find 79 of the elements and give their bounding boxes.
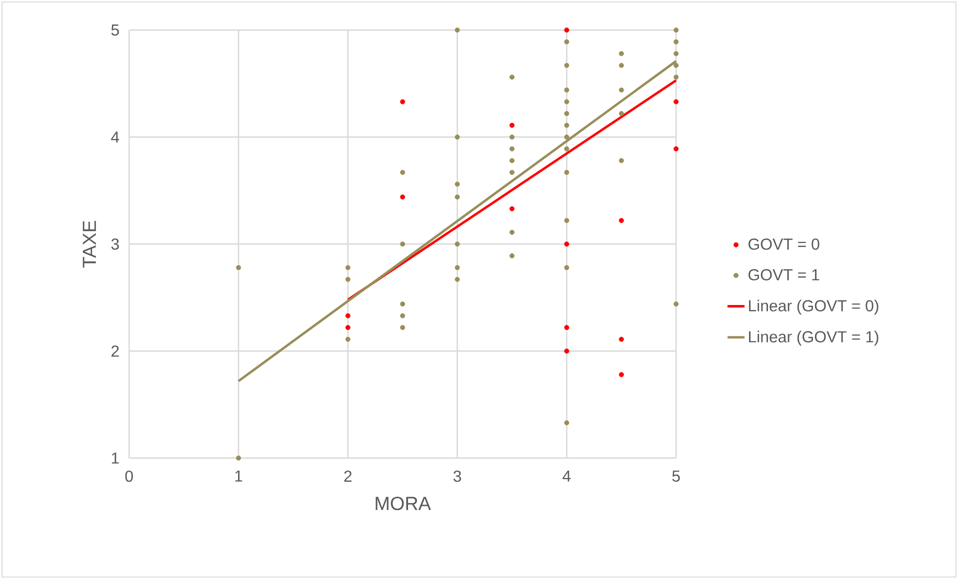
point (674, 39, 679, 44)
x-tick-label: 3 (453, 470, 462, 482)
point (564, 325, 570, 330)
point (454, 28, 460, 33)
point (564, 122, 570, 128)
point (510, 253, 514, 258)
point (618, 51, 624, 56)
legend-label: GOVT = 0 (748, 238, 820, 250)
point (564, 242, 570, 247)
point (618, 336, 624, 342)
point (400, 99, 406, 104)
point (618, 158, 624, 164)
x-tick-label: 2 (344, 470, 352, 482)
point (564, 39, 570, 44)
point (564, 348, 570, 354)
point (236, 265, 241, 270)
point (564, 218, 570, 224)
point (564, 265, 570, 270)
point (510, 206, 514, 212)
point (345, 336, 350, 342)
point (510, 74, 514, 80)
x-tick-label: 4 (562, 470, 571, 482)
point (510, 158, 514, 164)
point (674, 51, 679, 56)
point (618, 218, 624, 224)
point (618, 372, 624, 378)
point (564, 111, 570, 116)
y-tick-label: 5 (111, 24, 119, 36)
point (345, 313, 350, 318)
point (510, 146, 514, 152)
point (236, 456, 241, 461)
x-tick-label: 1 (235, 470, 242, 482)
point (400, 242, 406, 247)
point (400, 301, 406, 306)
point (454, 182, 460, 187)
point (510, 134, 514, 140)
point (564, 170, 570, 175)
legend-label: Linear (GOVT = 0) (749, 300, 878, 315)
point (510, 230, 514, 235)
point (674, 301, 679, 306)
y-tick-label: 4 (111, 132, 120, 143)
point (345, 276, 350, 282)
point (618, 88, 624, 92)
point (674, 28, 679, 33)
y-tick-label: 3 (111, 238, 119, 250)
point (564, 146, 570, 152)
point (564, 28, 570, 33)
point (400, 325, 406, 330)
point (454, 276, 460, 282)
point (400, 313, 406, 318)
point (564, 88, 570, 92)
point (345, 325, 350, 330)
legend-label: Linear (GOVT = 1) (749, 330, 878, 346)
point (510, 122, 514, 128)
point (454, 134, 460, 140)
x-tick-label: 5 (672, 470, 680, 482)
point (674, 99, 679, 104)
y-tick-label: 2 (112, 346, 119, 357)
point (564, 99, 570, 104)
point (454, 194, 460, 200)
point (564, 134, 570, 140)
y-tick-label: 1 (112, 452, 119, 464)
point (454, 242, 460, 247)
x-axis-title: MORA (376, 496, 431, 510)
point (674, 74, 679, 80)
point (510, 170, 514, 175)
point (618, 62, 624, 68)
point (400, 170, 406, 175)
point (564, 62, 570, 68)
x-tick-label: 0 (125, 470, 133, 482)
point (674, 62, 679, 68)
point (674, 146, 679, 152)
point (345, 265, 350, 270)
y-axis-title: TAXE (82, 220, 96, 268)
point (618, 111, 624, 116)
point (400, 194, 406, 200)
point (564, 420, 570, 426)
point (454, 265, 460, 270)
legend-label: GOVT = 1 (748, 269, 820, 280)
